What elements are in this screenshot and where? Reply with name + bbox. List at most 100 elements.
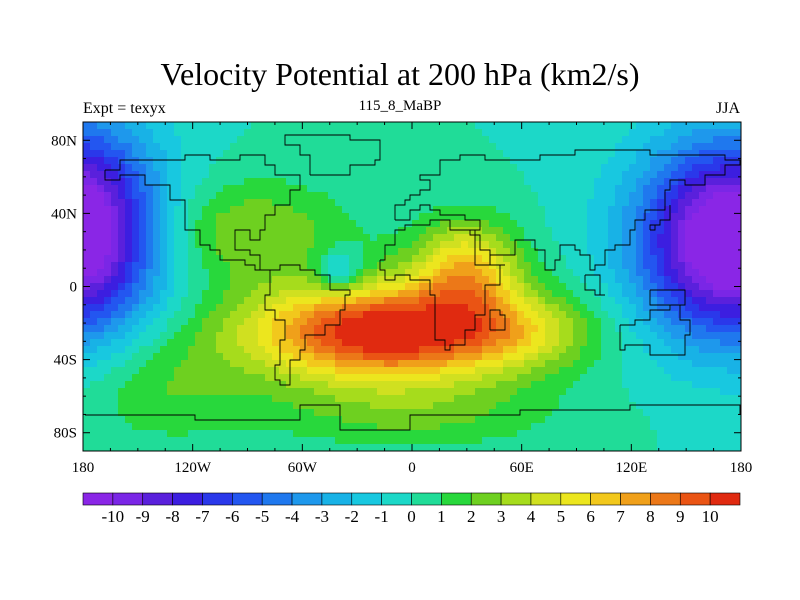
contour-cell	[510, 178, 518, 186]
contour-cell	[489, 416, 497, 424]
contour-cell	[713, 262, 721, 270]
contour-cell	[685, 157, 693, 165]
contour-cell	[377, 304, 385, 312]
contour-cell	[657, 360, 665, 368]
contour-cell	[139, 395, 147, 403]
contour-cell	[671, 199, 679, 207]
contour-cell	[111, 325, 119, 333]
contour-cell	[356, 395, 364, 403]
contour-cell	[293, 122, 301, 130]
contour-cell	[363, 143, 371, 151]
contour-cell	[223, 318, 231, 326]
contour-cell	[671, 248, 679, 256]
contour-cell	[251, 339, 259, 347]
contour-cell	[328, 143, 336, 151]
contour-cell	[216, 199, 224, 207]
contour-cell	[181, 367, 189, 375]
contour-cell	[342, 297, 350, 305]
contour-cell	[475, 206, 483, 214]
contour-cell	[314, 164, 322, 172]
contour-cell	[650, 374, 658, 382]
contour-cell	[426, 437, 434, 445]
contour-cell	[349, 283, 357, 291]
contour-cell	[503, 339, 511, 347]
contour-cell	[216, 381, 224, 389]
contour-cell	[174, 164, 182, 172]
contour-cell	[475, 276, 483, 284]
contour-cell	[279, 269, 287, 277]
contour-cell	[412, 178, 420, 186]
contour-cell	[671, 206, 679, 214]
contour-cell	[335, 220, 343, 228]
contour-cell	[97, 248, 105, 256]
contour-cell	[412, 220, 420, 228]
contour-cell	[517, 255, 525, 263]
contour-cell	[706, 381, 714, 389]
contour-cell	[244, 444, 252, 452]
contour-cell	[496, 199, 504, 207]
contour-cell	[566, 178, 574, 186]
contour-cell	[188, 304, 196, 312]
contour-cell	[237, 199, 245, 207]
contour-cell	[531, 192, 539, 200]
contour-cell	[104, 423, 112, 431]
contour-cell	[489, 381, 497, 389]
contour-cell	[440, 437, 448, 445]
contour-cell	[482, 283, 490, 291]
contour-cell	[202, 430, 210, 438]
contour-cell	[447, 360, 455, 368]
contour-cell	[433, 325, 441, 333]
contour-cell	[202, 171, 210, 179]
contour-cell	[559, 129, 567, 137]
contour-cell	[643, 332, 651, 340]
contour-cell	[538, 346, 546, 354]
contour-cell	[342, 178, 350, 186]
contour-cell	[461, 178, 469, 186]
contour-cell	[398, 395, 406, 403]
contour-cell	[328, 290, 336, 298]
contour-cell	[160, 395, 168, 403]
contour-cell	[412, 290, 420, 298]
contour-cell	[531, 430, 539, 438]
contour-cell	[230, 332, 238, 340]
x-tick-label: 60E	[510, 460, 534, 476]
contour-cell	[475, 248, 483, 256]
contour-cell	[419, 192, 427, 200]
contour-cell	[594, 143, 602, 151]
contour-cell	[412, 423, 420, 431]
contour-cell	[629, 178, 637, 186]
contour-cell	[160, 339, 168, 347]
contour-cell	[160, 199, 168, 207]
contour-cell	[132, 255, 140, 263]
contour-cell	[706, 311, 714, 319]
contour-cell	[685, 248, 693, 256]
contour-cell	[608, 325, 616, 333]
contour-cell	[433, 409, 441, 417]
contour-cell	[181, 388, 189, 396]
contour-cell	[587, 206, 595, 214]
contour-cell	[685, 437, 693, 445]
contour-cell	[321, 185, 329, 193]
contour-cell	[608, 157, 616, 165]
contour-cell	[454, 290, 462, 298]
contour-cell	[580, 444, 588, 452]
contour-cell	[433, 262, 441, 270]
contour-cell	[706, 206, 714, 214]
contour-cell	[195, 367, 203, 375]
contour-cell	[538, 437, 546, 445]
contour-cell	[720, 395, 728, 403]
contour-cell	[356, 129, 364, 137]
contour-cell	[230, 199, 238, 207]
contour-cell	[104, 276, 112, 284]
contour-cell	[734, 444, 742, 452]
contour-cell	[580, 353, 588, 361]
contour-cell	[664, 360, 672, 368]
contour-cell	[629, 227, 637, 235]
contour-cell	[216, 262, 224, 270]
contour-cell	[97, 409, 105, 417]
contour-cell	[671, 318, 679, 326]
contour-cell	[356, 199, 364, 207]
contour-cell	[622, 262, 630, 270]
contour-cell	[349, 381, 357, 389]
contour-cell	[132, 164, 140, 172]
